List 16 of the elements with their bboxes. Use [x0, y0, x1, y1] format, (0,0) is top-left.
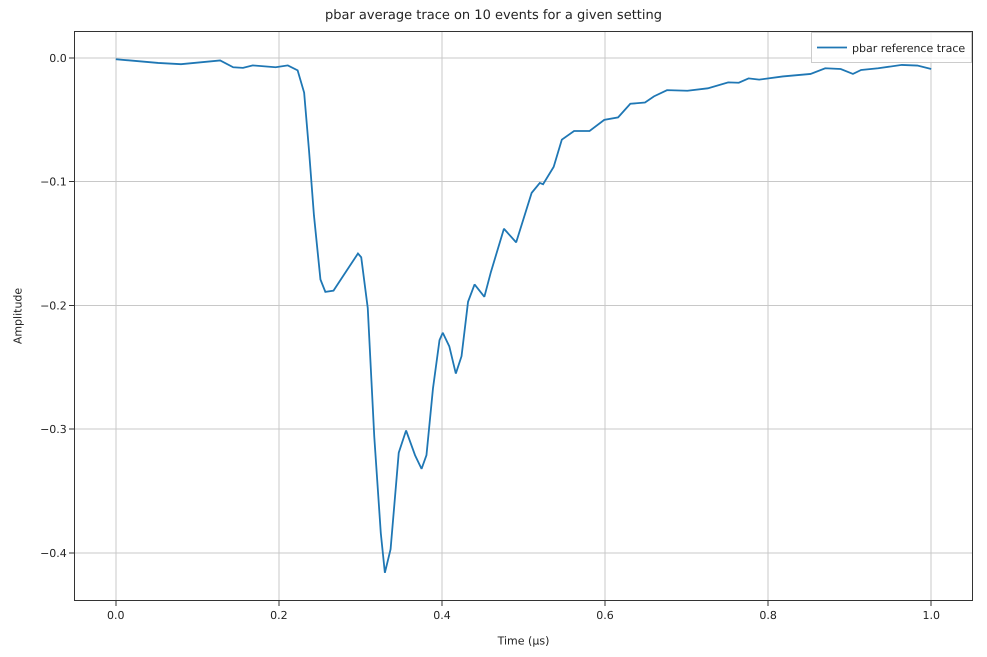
y-tick-label: −0.3 [40, 423, 67, 436]
line-series [114, 58, 932, 574]
x-tick-label: 0.0 [107, 609, 125, 622]
x-tick-label: 0.6 [596, 609, 614, 622]
y-tick-label: −0.4 [40, 546, 67, 560]
chart-title: pbar average trace on 10 events for a given setting [324, 8, 662, 23]
legend-label: pbar reference trace [852, 42, 966, 55]
y-tick-label: −0.2 [40, 299, 67, 312]
x-tick-label: 0.4 [433, 609, 451, 622]
y-tick-label: −0.1 [40, 176, 67, 189]
x-tick-label: 0.2 [270, 609, 288, 622]
x-axis-title: Time (µs) [496, 634, 550, 648]
x-tick-label: 1.0 [922, 609, 940, 622]
y-tick-label: 0.0 [49, 52, 67, 65]
y-axis-title: Amplitude [12, 288, 25, 344]
x-tick-label: 0.8 [759, 609, 777, 622]
